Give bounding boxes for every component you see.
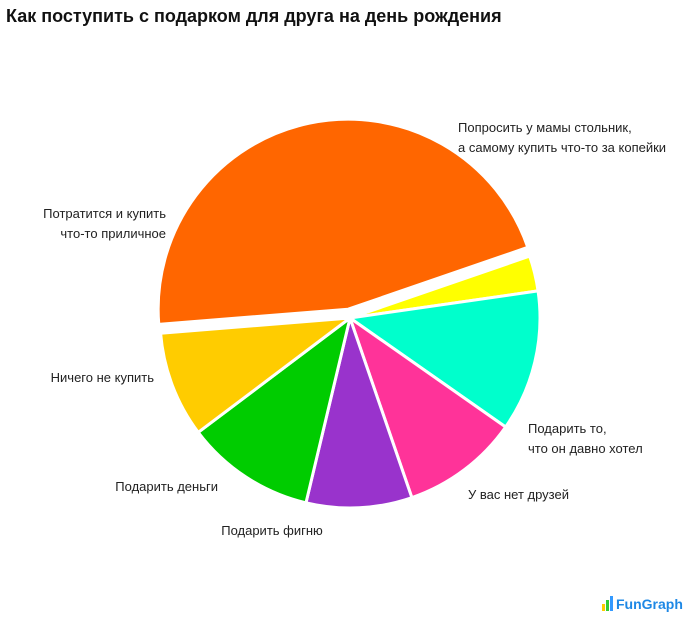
logo-wordmark: FunGraph	[616, 596, 683, 612]
chart-title: Как поступить с подарком для друга на де…	[6, 6, 502, 26]
slice-label: У вас нет друзей	[468, 487, 569, 502]
slice-label: Ничего не купить	[51, 370, 155, 385]
pie-slice	[348, 316, 508, 500]
slice-label: Потратится и купить что-то приличное	[43, 206, 166, 241]
pie-slice	[196, 316, 352, 505]
pie-slice	[348, 289, 542, 429]
fungraph-logo: FunGraph	[602, 596, 683, 612]
slice-label: Подарить фигню	[221, 523, 323, 538]
pie-slice	[159, 316, 352, 434]
pie-slice	[156, 117, 530, 326]
slice-label: Подарить деньги	[115, 479, 218, 494]
slice-label: Попросить у мамы стольник, а самому купит…	[458, 120, 666, 155]
slice-label: Подарить то, что он давно хотел	[528, 421, 643, 456]
pie-slice	[304, 316, 414, 510]
